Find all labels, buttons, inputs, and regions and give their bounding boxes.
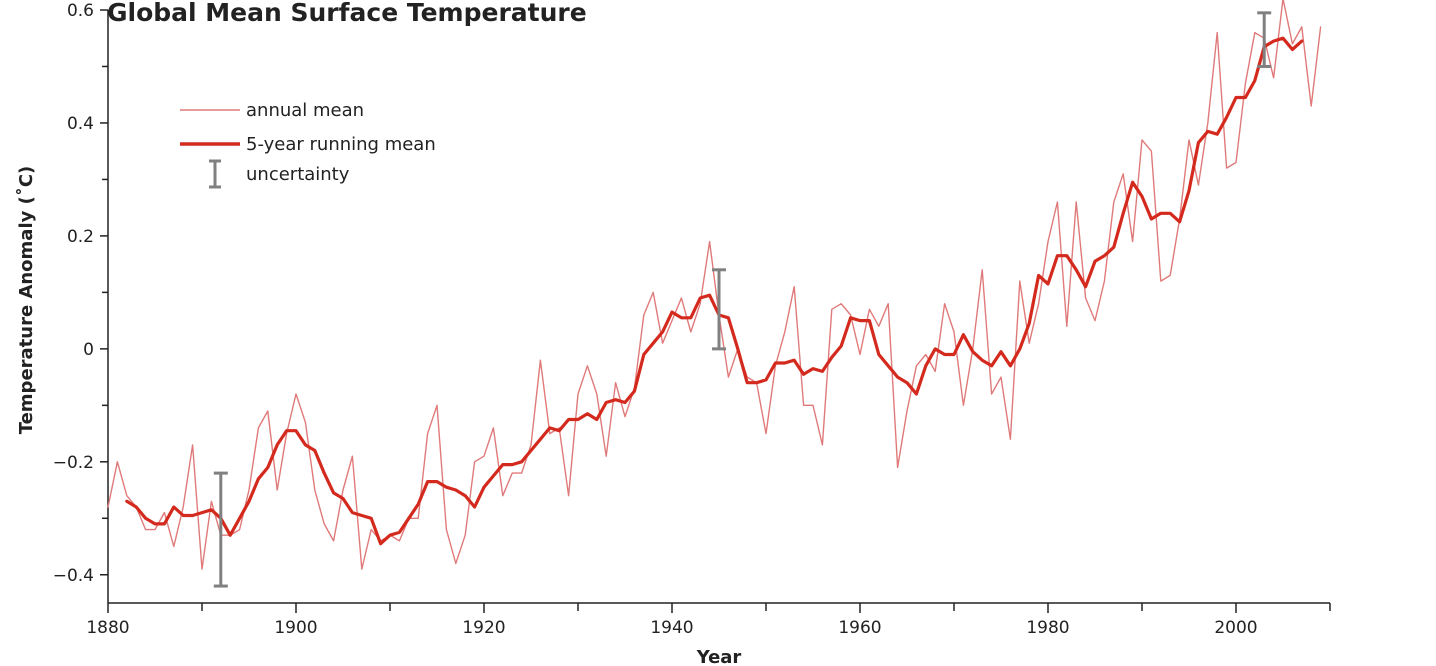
legend: annual mean 5-year running mean uncertai… [180,100,436,189]
y-tick-label: 0.6 [67,1,94,21]
y-tick-label: −0.2 [53,453,94,473]
uncertainty-bar [1257,11,1272,68]
x-tick-label: 2000 [1214,618,1257,638]
x-axis-title: Year [696,647,742,666]
x-tick-label: 1940 [650,618,693,638]
annual-mean-line [107,0,1322,570]
series-layer [107,0,1322,570]
y-tick-label: 0.2 [67,227,94,247]
legend-running-label: 5-year running mean [246,134,436,155]
chart-title: Global Mean Surface Temperature [107,0,587,27]
x-tick-label: 1900 [274,618,317,638]
y-axis-title: Temperature Anomaly (˚C) [15,166,37,435]
uncertainty-bar [712,268,726,351]
x-tick-label: 1920 [462,618,505,638]
x-tick-label: 1960 [838,618,881,638]
y-tick-label: −0.4 [53,566,94,586]
y-tick-label: 0.4 [67,114,94,134]
running-mean-line [125,36,1304,546]
x-tick-label: 1880 [86,618,129,638]
legend-uncertainty-swatch [209,159,221,189]
legend-uncertainty-label: uncertainty [246,164,350,185]
legend-annual-label: annual mean [246,100,364,121]
y-ticks: −0.4 −0.2 0 0.2 0.4 0.6 [53,1,108,586]
x-tick-label: 1980 [1026,618,1069,638]
x-ticks: 1880 1900 1920 1940 1960 1980 2000 [86,603,1331,638]
uncertainty-layer [213,11,1272,588]
uncertainty-bar [213,471,228,588]
y-tick-label: 0 [83,340,94,360]
